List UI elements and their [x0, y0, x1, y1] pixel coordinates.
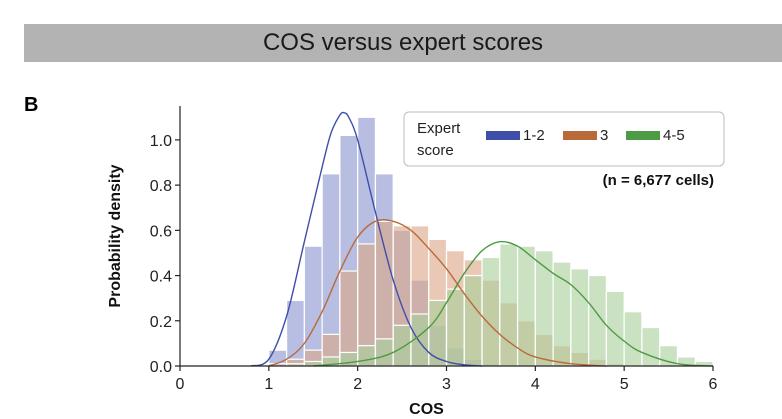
x-tick-label: 2: [353, 376, 362, 393]
x-axis-title: COS: [409, 401, 444, 418]
histogram-bar-4-5-9: [428, 299, 448, 367]
legend-label-4-5: 4-5: [663, 127, 685, 144]
histogram-bar-4-5-6: [374, 338, 394, 367]
legend-label-1-2: 1-2: [523, 127, 545, 144]
histogram-bar-1-2-1: [286, 299, 305, 367]
legend-swatch-4-5: [626, 131, 660, 140]
legend-title: score: [417, 142, 454, 159]
histogram-bar-4-5-13: [499, 243, 519, 367]
y-tick-label: 0.0: [150, 359, 172, 376]
panel-label: B: [24, 94, 39, 116]
histogram-bar-4-5-20: [623, 311, 643, 367]
histogram-bar-4-5-11: [463, 274, 483, 367]
x-tick-label: 0: [176, 376, 185, 393]
histogram-bar-4-5-5: [357, 345, 377, 367]
legend-label-3: 3: [600, 127, 608, 144]
legend-title: Expert: [417, 120, 461, 137]
y-tick-label: 1.0: [150, 133, 172, 150]
histogram-bar-4-5-14: [516, 245, 536, 367]
density-curve-1-2: [250, 111, 483, 367]
density-curve-4-5: [313, 240, 714, 367]
histogram-bar-3-4: [339, 270, 359, 367]
x-tick-label: 3: [442, 376, 451, 393]
x-tick-label: 5: [620, 376, 629, 393]
chart-title: COS versus expert scores: [262, 29, 544, 56]
y-tick-label: 0.8: [150, 178, 172, 195]
histogram-bar-1-2-2: [303, 245, 323, 367]
density-curve-3: [268, 219, 607, 367]
sample-size-note: (n = 6,677 cells): [603, 172, 714, 189]
histogram-bar-4-5-15: [534, 250, 554, 367]
y-axis-title: Probability density: [107, 164, 124, 307]
histogram-bar-4-5-10: [445, 288, 465, 367]
x-tick-label: 1: [264, 376, 273, 393]
histogram-bar-4-5-7: [392, 324, 412, 367]
histogram-bars: [268, 116, 714, 367]
y-tick-label: 0.4: [150, 269, 172, 286]
density-curves: [250, 111, 714, 367]
y-tick-label: 0.6: [150, 223, 172, 240]
legend-swatch-1-2: [486, 131, 520, 140]
legend-swatch-3: [563, 131, 597, 140]
legend: Expert score 1-2 3 4-5 (n = 6,677 cells): [403, 111, 725, 189]
histogram-bar-4-5-12: [481, 256, 501, 367]
histogram-bar-4-5-17: [570, 268, 590, 367]
axes: 0 1 2 3 4 5 6 0.0 0.2 0.4 0.6 0.8 1.0 COS Probability …: [107, 106, 718, 418]
title-banner: COS versus expert scores: [24, 24, 782, 62]
histogram-bar-4-5-21: [641, 326, 661, 367]
x-tick-label: 6: [709, 376, 718, 393]
histogram-bar-4-5-16: [552, 261, 572, 367]
y-tick-label: 0.2: [150, 314, 172, 331]
x-tick-label: 4: [531, 376, 540, 393]
histogram-bar-4-5-18: [588, 274, 608, 367]
